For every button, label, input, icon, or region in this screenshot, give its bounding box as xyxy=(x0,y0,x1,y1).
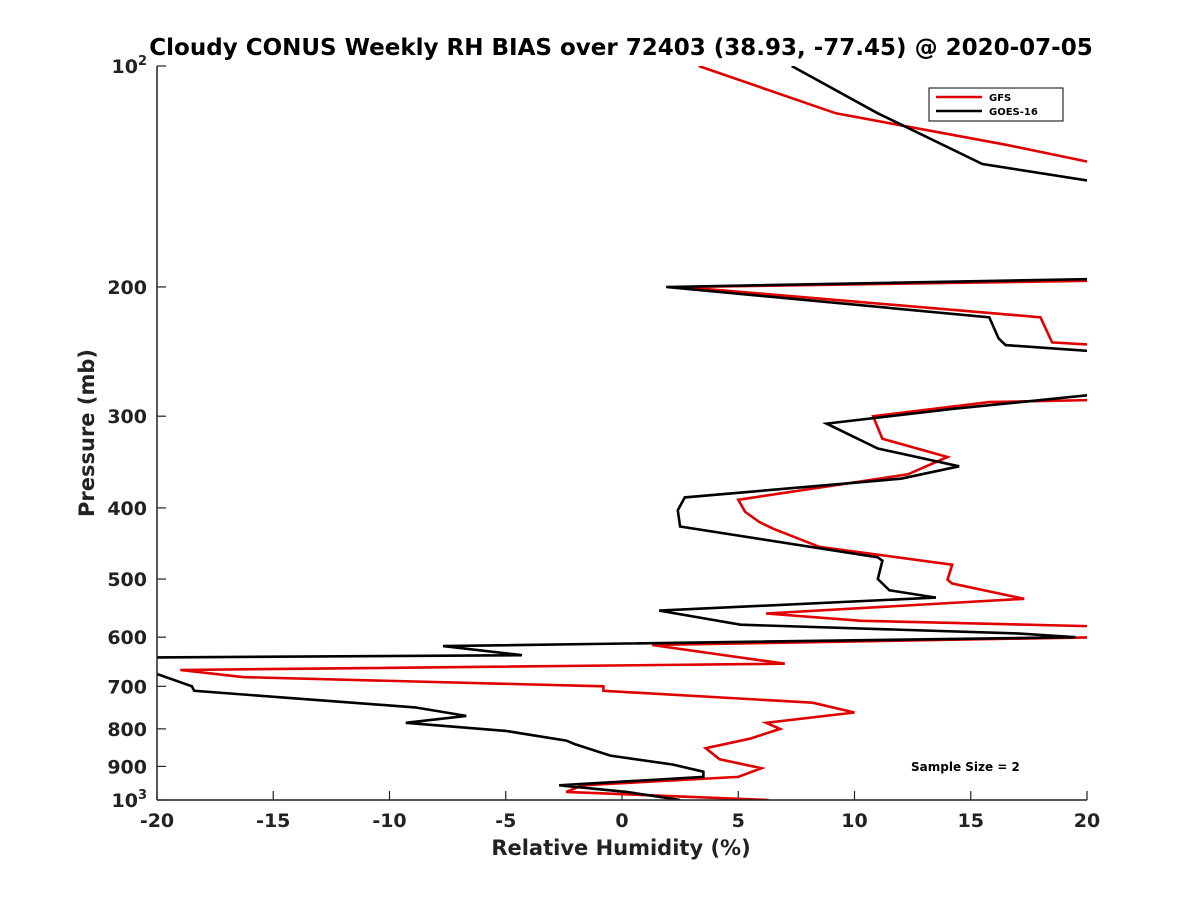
x-tick-label: -5 xyxy=(495,810,516,832)
y-tick-label: 800 xyxy=(107,719,147,741)
x-tick-label: -10 xyxy=(372,810,406,832)
x-tick-label: 5 xyxy=(732,810,745,832)
y-axis-label: Pressure (mb) xyxy=(75,349,99,517)
series-layer xyxy=(157,66,1087,800)
y-tick-label: 700 xyxy=(107,676,147,698)
x-axis-ticks: -20 -15 -10 -5 0 5 10 15 20 xyxy=(140,791,1100,832)
legend: GFS GOES-16 xyxy=(928,87,1064,122)
x-tick-label: 15 xyxy=(958,810,984,832)
series-line-goes16 xyxy=(157,66,1087,800)
sample-size-note: Sample Size = 2 xyxy=(911,760,1020,774)
y-tick-label: 900 xyxy=(107,756,147,778)
y-tick-label: 103 xyxy=(112,788,148,812)
series-line-gfs xyxy=(180,66,1087,800)
x-tick-label: 0 xyxy=(615,810,628,832)
y-tick-label: 300 xyxy=(107,406,147,428)
y-tick-label: 600 xyxy=(107,627,147,649)
legend-box xyxy=(928,87,1064,122)
y-tick-label: 500 xyxy=(107,569,147,591)
x-tick-label: 20 xyxy=(1074,810,1100,832)
legend-label-gfs: GFS xyxy=(989,93,1011,104)
x-tick-label: 10 xyxy=(841,810,867,832)
y-tick-label: 400 xyxy=(107,498,147,520)
y-axis-ticks: 102 200 300 400 500 600 700 800 900 103 xyxy=(107,54,166,812)
chart-title: Cloudy CONUS Weekly RH BIAS over 72403 (… xyxy=(149,35,1092,61)
y-tick-label: 200 xyxy=(107,277,147,299)
x-axis-label: Relative Humidity (%) xyxy=(491,836,750,860)
y-tick-label: 102 xyxy=(112,54,148,78)
x-tick-label: -15 xyxy=(256,810,290,832)
legend-label-goes16: GOES-16 xyxy=(989,107,1038,118)
x-tick-label: -20 xyxy=(140,810,174,832)
